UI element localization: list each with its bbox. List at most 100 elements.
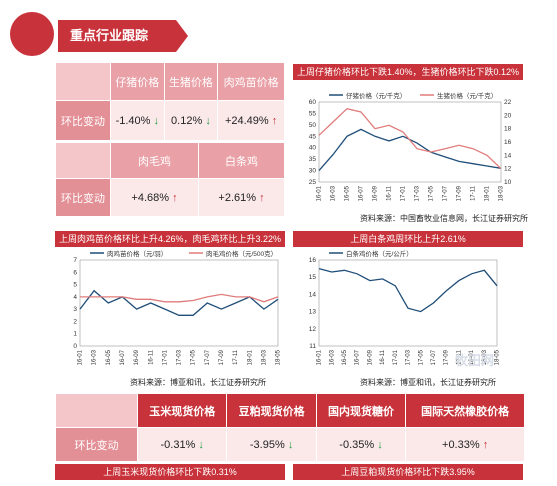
plot-frame: [318, 101, 502, 183]
x-tick-label: 17-07: [443, 185, 449, 201]
x-tick-label: 18-05: [276, 349, 282, 365]
commodity-price-table: 玉米现货价格 豆粕现货价格 国内现货糖价 国际天然橡胶价格 环比变动 -0.31…: [55, 393, 525, 462]
table-corner: [55, 142, 111, 179]
y-tick-label: 14: [309, 291, 317, 298]
y2-tick-label: 10: [504, 179, 512, 186]
row-label-change: 环比变动: [55, 178, 111, 217]
caption-soymeal: 上周豆粕现货价格环比下跌3.95%: [293, 464, 523, 480]
header-broiler: 肉毛鸡: [110, 142, 199, 179]
x-tick-label: 17-01: [401, 185, 407, 201]
header-rubber-price: 国际天然橡胶价格: [405, 393, 525, 428]
x-tick-label: 17-05: [418, 349, 424, 365]
header-corn-price: 玉米现货价格: [136, 393, 228, 428]
x-tick-label: 17-01: [162, 349, 168, 365]
y-tick-label: 25: [309, 179, 317, 186]
x-tick-label: 16-03: [92, 349, 98, 365]
series-line: [318, 267, 498, 313]
value-piglet: -1.40% ↓: [110, 100, 165, 141]
y-tick-label: 11: [309, 343, 316, 350]
chicken-price-table: 肉毛鸡 白条鸡 环比变动 +4.68% ↑ +2.61% ↑: [55, 142, 285, 217]
y-tick-label: 30: [309, 168, 317, 175]
section-badge: [10, 12, 54, 56]
x-tick-label: 17-11: [471, 185, 477, 201]
source-broiler: 资料来源：博亚和讯，长江证券研究所: [130, 378, 266, 387]
source-white-chicken: 资料来源：博亚和讯，长江证券研究所: [360, 378, 496, 387]
table-corner: [55, 393, 138, 428]
header-piglet-price: 仔猪价格: [110, 62, 165, 101]
x-tick-label: 16-01: [78, 349, 84, 365]
caption-broiler: 上周肉鸡苗价格环比上升4.26%，肉毛鸡环比上升3.22%: [55, 231, 285, 247]
series-line: [318, 128, 502, 172]
series-line: [80, 293, 279, 303]
white-chicken-chart-svg: 白条鸡价格（元/公斤） 16-01 16-03 16-05 16-07 16-09 16-1…: [309, 250, 501, 365]
x-tick-label: 16-01: [317, 185, 323, 201]
value-chick: +24.49% ↑: [217, 100, 285, 141]
x-tick-label: 17-07: [205, 349, 211, 365]
watermark: 牧田网: [455, 353, 495, 368]
arrow-up-icon: ↑: [172, 191, 178, 204]
y-tick-label: 12: [309, 326, 317, 333]
y-tick-label: 40: [309, 145, 317, 152]
section-title: 重点行业跟踪: [58, 20, 188, 52]
pig-chart-svg: 仔猪价格（元/千克） 生猪价格（元/千克） 16-01 16-03 16-05 16-07…: [309, 91, 512, 201]
y-tick-label: 1: [73, 331, 77, 338]
value-sugar: -0.35% ↓: [315, 427, 407, 462]
livestock-price-table: 仔猪价格 生猪价格 肉鸡苗价格 环比变动 -1.40% ↓ 0.12% ↓ +2…: [55, 62, 285, 141]
y-tick-label: 13: [309, 309, 317, 316]
x-tick-label: 16-07: [120, 349, 126, 365]
row-label-change: 环比变动: [55, 100, 111, 141]
x-tick-label: 17-03: [406, 349, 412, 365]
x-tick-label: 16-11: [148, 349, 154, 365]
x-tick-label: 17-03: [177, 349, 183, 365]
legend-label: 仔猪价格（元/千克）: [346, 91, 406, 100]
x-tick-label: 16-09: [373, 185, 379, 201]
arrow-up-icon: ↑: [482, 438, 489, 451]
pig-price-chart: 仔猪价格（元/千克） 生猪价格（元/千克） 16-01 16-03 16-05 16-07…: [293, 82, 523, 210]
header-chick-price: 肉鸡苗价格: [217, 62, 285, 101]
header-hog-price: 生猪价格: [163, 62, 219, 101]
value-broiler: +4.68% ↑: [110, 178, 199, 217]
x-tick-label: 17-05: [191, 349, 197, 365]
x-tick-label: 16-05: [345, 185, 351, 201]
y2-tick-label: 22: [504, 99, 512, 106]
x-tick-label: 18-03: [499, 185, 505, 201]
row-label-change: 环比变动: [55, 427, 138, 462]
y-tick-label: 35: [309, 156, 317, 163]
arrow-up-icon: ↑: [259, 191, 265, 204]
arrow-down-icon: ↓: [287, 438, 294, 451]
x-tick-label: 16-11: [387, 185, 393, 201]
header-sugar-price: 国内现货糖价: [315, 393, 407, 428]
x-tick-label: 16-05: [106, 349, 112, 365]
x-tick-label: 16-07: [355, 349, 361, 365]
x-tick-label: 18-05: [495, 349, 501, 365]
series-line: [79, 289, 279, 316]
x-tick-label: 17-09: [219, 349, 225, 365]
y-tick-label: 7: [73, 257, 77, 264]
y2-tick-label: 12: [504, 166, 512, 173]
y2-tick-label: 14: [504, 152, 512, 159]
arrow-down-icon: ↓: [205, 114, 211, 127]
x-tick-label: 17-05: [429, 185, 435, 201]
series-line: [318, 107, 502, 170]
x-tick-label: 17-07: [431, 349, 437, 365]
x-tick-label: 16-09: [367, 349, 373, 365]
x-tick-label: 17-09: [444, 349, 450, 365]
caption-white-chicken: 上周白条鸡周环比上升2.61%: [293, 231, 523, 247]
broiler-chart-svg: 肉鸡苗价格（元/羽） 肉毛鸡价格（元/500克）16-01 16-03 16-05 16…: [73, 250, 282, 365]
arrow-down-icon: ↓: [377, 438, 383, 451]
legend-label: 生猪价格（元/千克）: [437, 91, 497, 100]
y-tick-label: 3: [73, 306, 77, 313]
y2-tick-label: 20: [504, 112, 512, 119]
x-tick-label: 18-03: [482, 349, 488, 365]
x-tick-label: 16-11: [380, 349, 386, 365]
y2-tick-label: 18: [504, 126, 512, 133]
value-hog: 0.12% ↓: [163, 100, 219, 141]
value-rubber: +0.33% ↑: [405, 427, 525, 462]
broiler-price-chart: 肉鸡苗价格（元/羽） 肉毛鸡价格（元/500克） 16-01 16-03 16-05 16…: [60, 250, 286, 374]
x-tick-label: 18-01: [485, 185, 491, 201]
caption-pig: 上周仔猪价格环比下跌1.40%，生猪价格环比下跌0.12%: [293, 64, 523, 80]
x-tick-label: 16-03: [331, 185, 337, 201]
header-white-chicken: 白条鸡: [198, 142, 285, 179]
x-tick-label: 16-09: [134, 349, 140, 365]
source-pig: 资料来源：中国畜牧业信息网，长江证券研究所: [360, 214, 528, 223]
